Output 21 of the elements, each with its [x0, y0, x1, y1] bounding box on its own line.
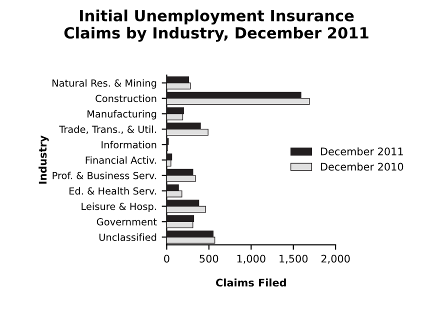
y-tick-label: Unclassified: [99, 233, 156, 241]
y-tick-label: Leisure & Hosp.: [82, 202, 156, 212]
y-tick-label: Manufacturing: [88, 110, 156, 120]
x-tick-label: 1,000: [237, 254, 266, 264]
chart-title: Initial Unemployment Insurance Claims by Industry, December 2011: [64, 10, 368, 42]
y-tick-label: Prof. & Business Serv.: [52, 172, 156, 180]
x-tick-label: 2,000: [321, 254, 350, 264]
y-tick-label: Trade, Trans., & Util.: [59, 125, 156, 134]
y-tick-label: Ed. & Health Serv.: [70, 187, 156, 195]
y-tick-label: Construction: [96, 94, 156, 102]
legend-label: December 2011: [321, 147, 403, 156]
x-axis-title: Claims Filed: [216, 278, 286, 287]
y-tick-label: Natural Res. & Mining: [52, 79, 156, 89]
legend-label: December 2010: [321, 162, 404, 171]
y-tick-label: Information: [102, 140, 156, 148]
y-axis-title: Industry: [38, 136, 49, 184]
y-tick-label: Financial Activ.: [86, 156, 156, 164]
x-tick-label: 1,500: [280, 254, 308, 264]
y-tick-label: Government: [96, 218, 157, 226]
x-tick-label: 0: [164, 254, 170, 263]
x-tick-label: 500: [200, 254, 218, 263]
